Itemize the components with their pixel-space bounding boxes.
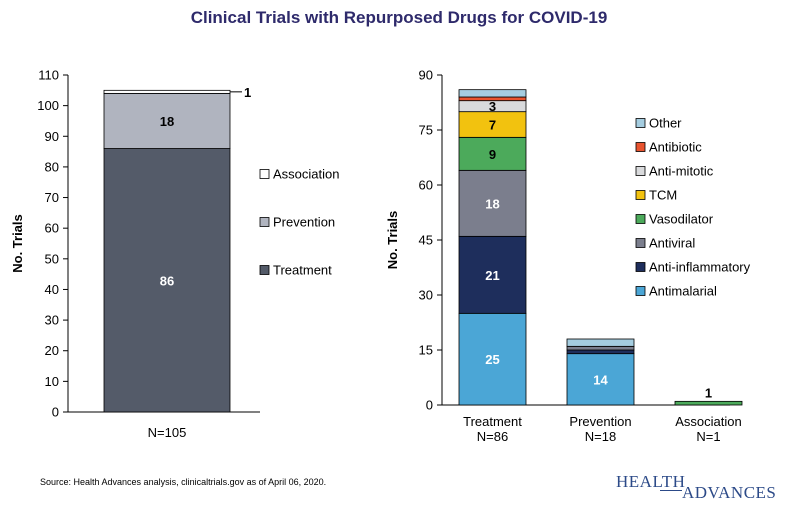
source-note: Source: Health Advances analysis, clinic… [40,477,327,487]
category-label: Prevention [569,414,631,429]
legend-label-vasodilator: Vasodilator [649,212,714,227]
bar-segment-vasodilator [458,136,527,171]
chart1-y-axis-title: No. Trials [10,214,25,273]
bar-value-label: 18 [160,114,174,129]
legend-label-antimalarial: Antimalarial [649,284,717,299]
chart1-tick-label: 80 [45,159,59,174]
legend-label-anti-inflammatory: Anti-inflammatory [649,260,751,275]
legend-swatch-treatment [259,265,270,275]
category-label: N=105 [148,425,187,440]
bar-segment-anti-inflammatory [458,235,527,314]
bar-value-label: 18 [485,196,499,211]
chart2-tick-label: 15 [419,343,433,358]
bar-segment-treatment [103,148,231,413]
bar-segment-other [458,89,527,98]
chart1-tick-label: 60 [45,221,59,236]
legend-label-association: Association [273,167,339,182]
legend-label-treatment: Treatment [273,263,332,278]
chart1-tick-label: 20 [45,343,59,358]
bar-value-label: 14 [593,372,608,387]
logo-word-advances: ADVANCES [682,483,777,502]
chart1-tick-label: 110 [38,68,59,83]
legend-label-other: Other [649,116,682,131]
legend-swatch-prevention [259,217,270,227]
legend-swatch-antiviral [635,238,646,248]
legend-label-antibiotic: Antibiotic [649,140,702,155]
category-label: Association [675,414,741,429]
category-label: N=1 [696,429,720,444]
bar-value-label: 1 [244,85,251,100]
chart2-tick-label: 30 [419,288,433,303]
chart1-tick-label: 50 [45,251,59,266]
legend-swatch-anti-mitotic [635,166,646,176]
legend-swatch-antibiotic [635,142,646,152]
legend-swatch-anti-inflammatory [635,262,646,272]
category-label: Treatment [463,414,522,429]
legend-swatch-association [259,169,270,179]
bar-segment-antimalarial [458,312,527,406]
chart2-y-axis-title: No. Trials [385,211,400,270]
chart1-tick-label: 100 [37,98,59,113]
category-label: N=18 [585,429,616,444]
chart-title: Clinical Trials with Repurposed Drugs fo… [190,8,608,27]
bar-value-label: 7 [489,118,496,133]
legend-label-prevention: Prevention [273,215,335,230]
chart2-tick-label: 60 [419,178,433,193]
chart1-tick-label: 90 [45,129,59,144]
category-label: N=86 [477,429,508,444]
legend-swatch-tcm [635,190,646,200]
chart1-tick-label: 10 [45,374,59,389]
bar-segment-prevention [103,92,231,149]
bar-segment-vasodilator [674,400,743,406]
chart2-tick-label: 0 [426,398,433,413]
legend-label-tcm: TCM [649,188,677,203]
chart2-tick-label: 90 [419,68,433,83]
chart2-tick-label: 45 [419,233,433,248]
legend-swatch-vasodilator [635,214,646,224]
legend-label-anti-mitotic: Anti-mitotic [649,164,714,179]
chart1-tick-label: 30 [45,313,59,328]
bar-segment-antiviral [566,345,635,351]
health-advances-logo: HEALTH ADVANCES [612,469,792,502]
bar-segment-tcm [458,111,527,138]
bar-segment-association [103,89,231,94]
bar-value-label: 1 [705,385,712,400]
legend-swatch-antimalarial [635,286,646,296]
bar-value-label: 86 [160,273,174,288]
chart2-tick-label: 75 [419,123,433,138]
bar-value-label: 21 [485,268,499,283]
bar-segment-antimalarial [566,353,635,406]
bar-value-label: 3 [489,99,496,114]
logo-word-health: HEALTH [616,472,686,491]
bar-segment-anti-inflammatory [566,349,635,355]
legend-label-antiviral: Antiviral [649,236,695,251]
bar-value-label: 25 [485,352,499,367]
logo-underline [660,490,682,491]
chart1-tick-label: 70 [45,190,59,205]
chart1-tick-label: 0 [52,405,59,420]
bar-segment-other [566,338,635,347]
legend-swatch-other [635,118,646,128]
bar-value-label: 9 [489,147,496,162]
chart1-tick-label: 40 [45,282,59,297]
